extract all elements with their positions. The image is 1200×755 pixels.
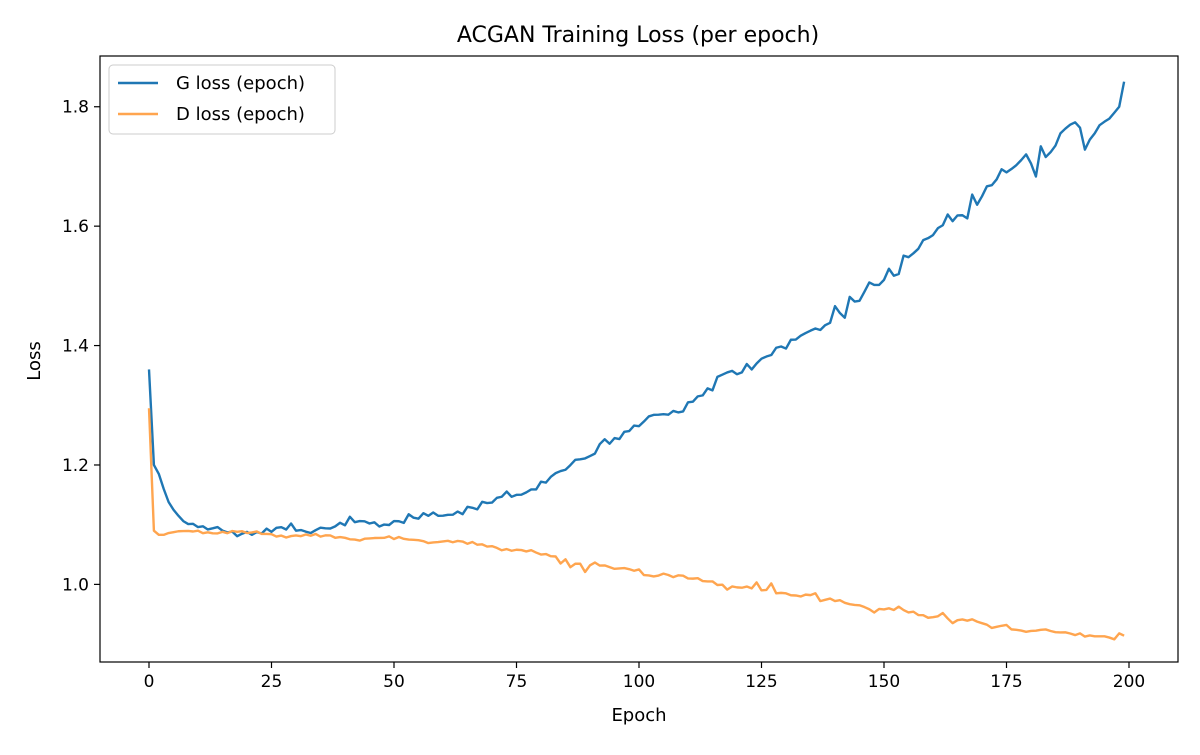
legend: G loss (epoch) D loss (epoch)	[108, 64, 336, 135]
legend-box	[108, 64, 336, 135]
y-tick-label: 1.8	[62, 98, 89, 118]
x-tick-label: 150	[868, 672, 900, 692]
x-tick-label: 50	[383, 672, 405, 692]
y-axis-label: Loss	[24, 341, 45, 380]
x-tick-label: 200	[1113, 672, 1145, 692]
y-tick-label: 1.6	[62, 217, 89, 237]
chart-title: ACGAN Training Loss (per epoch)	[457, 23, 819, 48]
y-tick-label: 1.4	[62, 337, 89, 357]
x-axis-label: Epoch	[611, 705, 666, 726]
series-layer	[147, 81, 1126, 641]
x-tick-label: 75	[506, 672, 528, 692]
legend-label-g-loss: G loss (epoch)	[176, 73, 305, 94]
y-tick-label: 1.0	[62, 575, 89, 595]
x-tick-label: 125	[745, 672, 777, 692]
x-tick-label: 0	[144, 672, 155, 692]
x-tick-label: 100	[623, 672, 655, 692]
series-line-d-loss	[147, 408, 1125, 641]
legend-label-d-loss: D loss (epoch)	[176, 104, 305, 125]
x-axis-ticks: 0 25 50 75 100 125 150 175 200	[144, 662, 1145, 692]
y-tick-label: 1.2	[62, 456, 89, 476]
x-tick-label: 25	[261, 672, 283, 692]
x-tick-label: 175	[990, 672, 1022, 692]
series-line-g-loss	[147, 81, 1126, 538]
y-axis-ticks: 1.0 1.2 1.4 1.6 1.8	[62, 98, 100, 595]
